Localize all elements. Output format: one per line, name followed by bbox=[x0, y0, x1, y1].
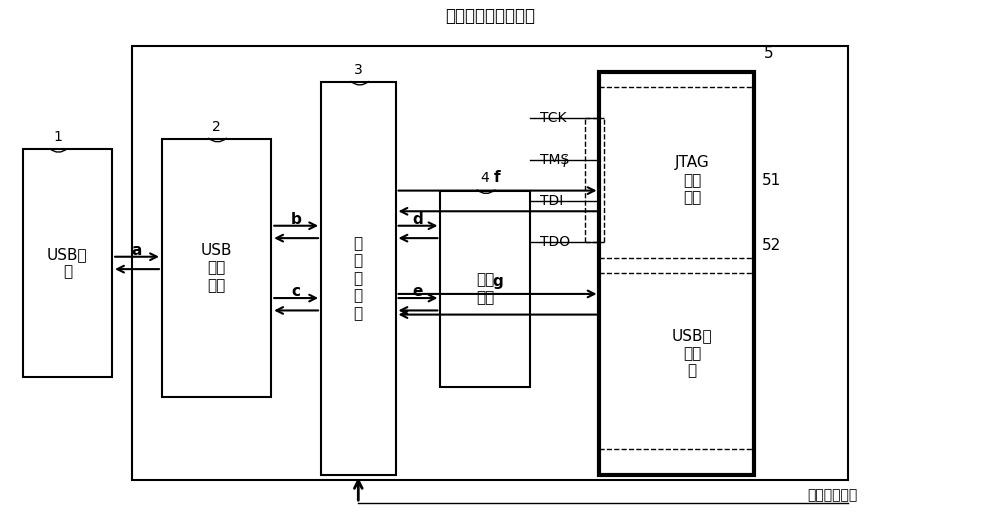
Text: 4: 4 bbox=[481, 171, 489, 185]
Text: g: g bbox=[492, 274, 503, 289]
Text: a: a bbox=[132, 243, 142, 257]
Bar bbox=[23, 149, 112, 377]
Text: USB接
口: USB接 口 bbox=[47, 247, 88, 279]
Text: i: i bbox=[563, 156, 567, 170]
Text: TMS: TMS bbox=[540, 152, 569, 167]
Text: b: b bbox=[291, 212, 302, 226]
Text: 主控
芯片: 主控 芯片 bbox=[476, 272, 494, 305]
Text: f: f bbox=[494, 170, 501, 185]
Text: TDO: TDO bbox=[540, 235, 570, 249]
Text: 2: 2 bbox=[212, 120, 221, 134]
Text: 51: 51 bbox=[762, 173, 781, 188]
Text: 5: 5 bbox=[764, 47, 773, 61]
Bar bbox=[321, 82, 396, 475]
Text: 3: 3 bbox=[354, 63, 363, 77]
Text: 双通道数据传输装置: 双通道数据传输装置 bbox=[445, 7, 535, 25]
Text: USB传
输通
道: USB传 输通 道 bbox=[672, 329, 712, 378]
Text: JTAG
传输
通道: JTAG 传输 通道 bbox=[675, 156, 709, 205]
Text: 通道切换指令: 通道切换指令 bbox=[808, 488, 858, 503]
Text: TDI: TDI bbox=[540, 194, 563, 208]
Text: 1: 1 bbox=[53, 130, 62, 144]
Bar bbox=[440, 191, 530, 387]
Text: 52: 52 bbox=[762, 237, 781, 253]
Text: TCK: TCK bbox=[540, 111, 566, 125]
Text: d: d bbox=[413, 212, 423, 226]
Text: 通
道
选
择
器: 通 道 选 择 器 bbox=[354, 236, 363, 321]
Bar bbox=[132, 46, 848, 480]
Bar bbox=[162, 139, 271, 397]
Text: c: c bbox=[292, 284, 301, 299]
Text: USB
接口
芯片: USB 接口 芯片 bbox=[201, 243, 232, 293]
Text: e: e bbox=[413, 284, 423, 299]
Bar bbox=[599, 72, 754, 475]
